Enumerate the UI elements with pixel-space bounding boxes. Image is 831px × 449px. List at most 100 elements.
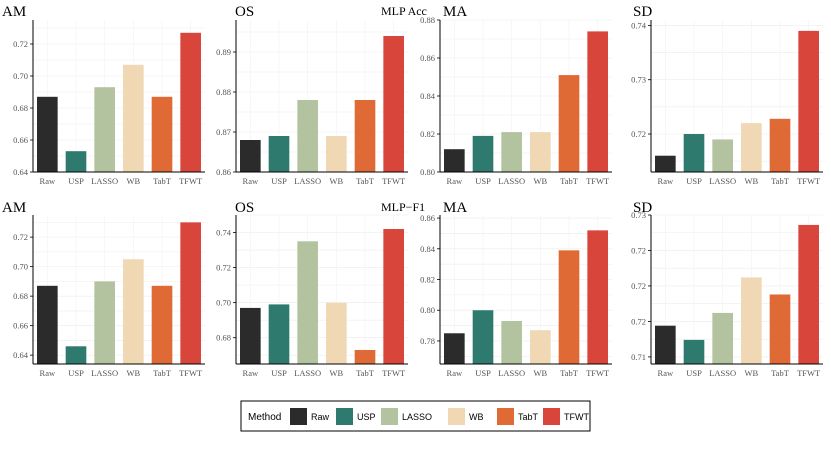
x-tick-label: Raw xyxy=(243,176,259,186)
legend-label-lasso: LASSO xyxy=(402,412,432,422)
x-tick-label: WB xyxy=(744,176,758,186)
y-tick-label: 0.86 xyxy=(216,167,231,177)
legend-label-usp: USP xyxy=(357,412,376,422)
chart-panel-ma-6: MA 0.78 0.80 0.82 0.84 0.86 Raw USP LASSO WB TabT T… xyxy=(420,200,612,378)
x-tick-label: TabT xyxy=(356,368,375,378)
bar-usp xyxy=(472,135,494,172)
legend-swatch-wb xyxy=(448,408,465,425)
x-tick-label: Raw xyxy=(447,176,463,186)
x-tick-label: USP xyxy=(271,368,287,378)
bar-lasso xyxy=(712,312,733,364)
y-tick-label: 0.73 xyxy=(631,210,646,220)
gridlines xyxy=(651,20,823,172)
legend-title: Method xyxy=(248,412,281,423)
bar-usp xyxy=(472,310,494,364)
x-tick-label: USP xyxy=(686,368,702,378)
y-tick-label: 0.72 xyxy=(631,245,646,255)
bar-usp xyxy=(683,134,705,172)
bar-lasso xyxy=(501,132,522,172)
bar-usp xyxy=(268,304,290,364)
chart-panel-sd-7: SD 0.71 0.72 0.72 0.72 0.73 Raw USP LASSO WB TabT T… xyxy=(631,200,823,378)
y-tick-label: 0.73 xyxy=(631,75,646,85)
y-tick-label: 0.88 xyxy=(216,87,231,97)
y-tick-label: 0.68 xyxy=(216,333,231,343)
y-tick-label: 0.64 xyxy=(13,167,29,177)
panel-title: AM xyxy=(2,200,26,216)
bar-raw xyxy=(655,155,676,172)
bar-usp xyxy=(65,346,87,364)
y-tick-label: 0.72 xyxy=(631,129,646,139)
bar-tabt xyxy=(151,96,173,172)
bar-raw xyxy=(444,333,465,364)
bar-lasso xyxy=(94,281,115,364)
panel-title: SD xyxy=(633,4,652,20)
legend-label-tfwt: TFWT xyxy=(564,412,589,422)
panel-title: MA xyxy=(443,200,467,216)
y-tick-label: 0.80 xyxy=(420,305,435,315)
bar-tfwt xyxy=(587,31,608,173)
x-tick-label: WB xyxy=(329,368,343,378)
x-tick-label: TFWT xyxy=(797,368,821,378)
x-tick-label: USP xyxy=(68,368,84,378)
x-tick-label: TFWT xyxy=(586,368,610,378)
y-tick-label: 0.68 xyxy=(13,103,28,113)
y-tick-label: 0.82 xyxy=(420,275,435,285)
x-tick-label: TFWT xyxy=(179,176,203,186)
chart-panel-am-0: AM 0.64 0.66 0.68 0.70 0.72 Raw USP LASSO WB TabT T… xyxy=(2,4,205,186)
bar-lasso xyxy=(94,87,115,172)
x-tick-label: LASSO xyxy=(498,176,525,186)
y-tick-label: 0.66 xyxy=(13,321,28,331)
y-tick-label: 0.89 xyxy=(216,47,231,57)
bar-wb xyxy=(741,277,762,364)
bar-tfwt xyxy=(180,222,201,364)
bar-tfwt xyxy=(180,32,201,172)
y-tick-label: 0.72 xyxy=(13,232,28,242)
y-tick-label: 0.82 xyxy=(420,129,435,139)
panel-title: SD xyxy=(633,200,652,216)
x-tick-label: WB xyxy=(533,368,547,378)
y-tick-label: 0.78 xyxy=(420,336,435,346)
x-tick-label: Raw xyxy=(658,176,674,186)
legend-swatch-tabt xyxy=(497,408,514,425)
gridlines xyxy=(236,20,408,173)
y-tick-label: 0.84 xyxy=(420,91,436,101)
y-tick-label: 0.84 xyxy=(420,244,436,254)
gridlines xyxy=(440,215,612,364)
y-tick-label: 0.74 xyxy=(216,228,232,238)
x-tick-label: Raw xyxy=(447,368,463,378)
gridlines xyxy=(236,214,408,364)
chart-panel-ma-2: MA 0.80 0.82 0.84 0.86 0.88 Raw USP LASSO WB TabT T… xyxy=(420,4,612,186)
y-tick-label: 0.70 xyxy=(13,71,28,81)
bar-tabt xyxy=(151,285,173,364)
x-tick-label: USP xyxy=(475,368,491,378)
y-tick-label: 0.72 xyxy=(13,39,28,49)
legend-items: Raw USP LASSO WB TabT TFWT xyxy=(290,408,589,425)
metric-label: MLP−F1 xyxy=(381,200,425,214)
legend-label-tabt: TabT xyxy=(518,412,539,422)
legend-box xyxy=(240,400,591,432)
bar-tfwt xyxy=(798,224,819,364)
bar-wb xyxy=(530,132,551,172)
y-tick-label: 0.74 xyxy=(631,20,647,30)
x-tick-label: TabT xyxy=(771,368,790,378)
y-tick-label: 0.72 xyxy=(631,316,646,326)
bar-wb xyxy=(530,330,551,364)
x-tick-label: USP xyxy=(686,176,702,186)
bar-wb xyxy=(123,259,144,364)
y-tick-label: 0.71 xyxy=(631,352,646,362)
chart-panel-os-5: OS MLP−F1 0.68 0.70 0.72 0.74 Raw USP LASSO WB Tab… xyxy=(216,200,425,378)
x-tick-label: LASSO xyxy=(294,176,321,186)
bar-wb xyxy=(123,64,144,172)
y-tick-label: 0.64 xyxy=(13,350,29,360)
x-tick-label: TFWT xyxy=(797,176,821,186)
y-tick-label: 0.68 xyxy=(13,291,28,301)
x-tick-label: USP xyxy=(475,176,491,186)
x-tick-label: USP xyxy=(271,176,287,186)
x-tick-label: TabT xyxy=(356,176,375,186)
x-tick-label: LASSO xyxy=(709,368,736,378)
bar-lasso xyxy=(297,100,318,172)
bar-raw xyxy=(37,96,58,172)
x-tick-label: WB xyxy=(126,368,140,378)
x-tick-label: LASSO xyxy=(709,176,736,186)
